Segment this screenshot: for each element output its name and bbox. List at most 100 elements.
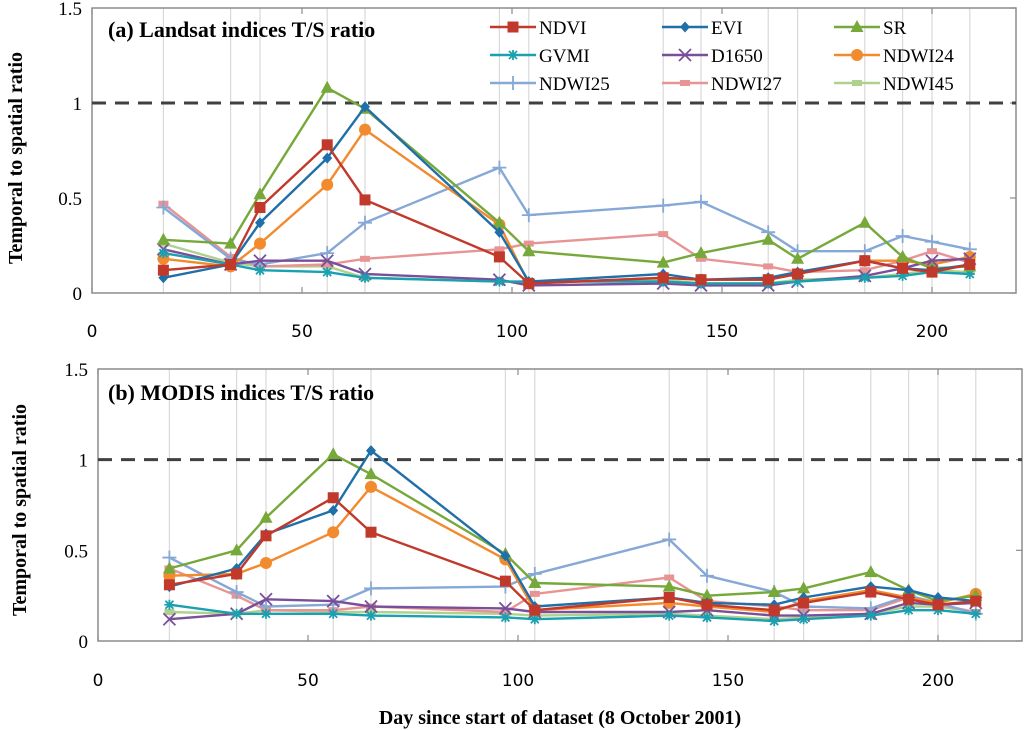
data-point	[254, 237, 266, 250]
data-point	[158, 248, 169, 259]
series-ndwi24	[157, 123, 976, 290]
legend-item-gvmi: GVMI	[490, 46, 590, 67]
data-point	[858, 215, 872, 228]
series-evi	[164, 445, 981, 613]
x-tick-label: 50	[297, 671, 319, 691]
data-point	[932, 599, 944, 611]
data-point	[499, 575, 511, 587]
data-point	[364, 581, 378, 596]
data-point	[964, 259, 976, 270]
y-tick-label: 0.5	[58, 189, 82, 210]
panel-title: (b) MODIS indices T/S ratio	[108, 380, 374, 405]
series-ndvi	[163, 492, 982, 616]
data-point	[864, 565, 878, 578]
legend-marker	[680, 21, 690, 33]
data-point	[865, 610, 876, 621]
data-point	[798, 597, 810, 609]
data-point	[702, 612, 712, 623]
series-line	[163, 143, 971, 285]
data-point	[320, 246, 335, 261]
x-tick-label: 100	[502, 671, 534, 691]
legend-label: NDWI24	[883, 46, 954, 67]
x-tick-label: 200	[922, 671, 954, 691]
data-point	[769, 616, 780, 627]
x-tick-label: 150	[706, 322, 738, 342]
y-tick-label: 1	[73, 94, 83, 115]
y-tick-label: 1.5	[58, 0, 82, 20]
data-point	[494, 276, 505, 287]
data-point	[767, 585, 781, 598]
data-point	[897, 262, 909, 274]
data-point	[494, 226, 505, 238]
data-point	[364, 467, 378, 480]
y-tick-label: 0	[73, 284, 83, 305]
legend-marker	[506, 76, 520, 90]
data-point	[664, 610, 675, 621]
data-point	[366, 445, 376, 457]
legend-item-evi: EVI	[662, 18, 743, 39]
y-tick-label: 1.5	[64, 360, 88, 381]
data-point	[321, 139, 333, 151]
data-point	[492, 160, 507, 175]
data-point	[663, 591, 675, 603]
data-point	[896, 249, 910, 262]
legend-label: SR	[883, 18, 907, 39]
data-point	[498, 601, 513, 615]
data-point	[358, 215, 372, 230]
data-point	[859, 267, 870, 274]
data-point	[364, 599, 378, 614]
x-tick-label: 200	[916, 322, 948, 342]
data-point	[320, 254, 334, 268]
data-point	[224, 236, 238, 249]
data-point	[700, 568, 714, 583]
data-point	[970, 608, 981, 619]
legend-marker	[678, 48, 692, 62]
data-point	[162, 561, 176, 574]
data-point	[231, 608, 242, 619]
legend-marker	[507, 21, 519, 33]
data-point	[763, 263, 774, 270]
data-point	[521, 208, 536, 223]
data-point	[156, 200, 171, 215]
legend-marker	[680, 80, 690, 86]
series-ndwi24	[163, 480, 982, 618]
y-tick-label: 1	[79, 451, 89, 472]
data-point	[360, 255, 370, 262]
legend-label: NDVI	[539, 18, 587, 39]
data-point	[253, 187, 267, 200]
data-point	[927, 248, 937, 255]
data-point	[500, 612, 511, 623]
data-point	[162, 612, 177, 626]
data-point	[529, 604, 541, 616]
data-point	[164, 608, 175, 615]
data-point	[797, 581, 811, 594]
data-point	[365, 526, 377, 538]
data-point	[500, 608, 511, 615]
data-point	[253, 254, 267, 268]
legend-item-ndvi: NDVI	[490, 18, 587, 39]
legend-label: GVMI	[539, 46, 590, 67]
data-point	[500, 550, 511, 562]
data-point	[768, 604, 780, 616]
data-point	[163, 579, 175, 591]
data-point	[494, 246, 505, 253]
legend-item-ndwi27: NDWI27	[662, 74, 782, 95]
data-point	[664, 574, 675, 581]
y-tick-label: 0	[79, 632, 89, 653]
data-point	[157, 264, 169, 276]
legend-marker	[852, 80, 862, 86]
data-point	[662, 532, 677, 547]
data-point	[859, 272, 870, 283]
data-point	[322, 267, 333, 278]
data-point	[260, 557, 272, 570]
data-point	[366, 610, 376, 621]
data-point	[327, 526, 340, 539]
legend-item-sr: SR	[834, 18, 907, 39]
data-point	[230, 543, 244, 556]
series-evi	[158, 101, 975, 288]
data-point	[903, 605, 914, 616]
data-point	[925, 234, 939, 249]
data-point	[528, 575, 542, 588]
data-point	[970, 595, 982, 607]
